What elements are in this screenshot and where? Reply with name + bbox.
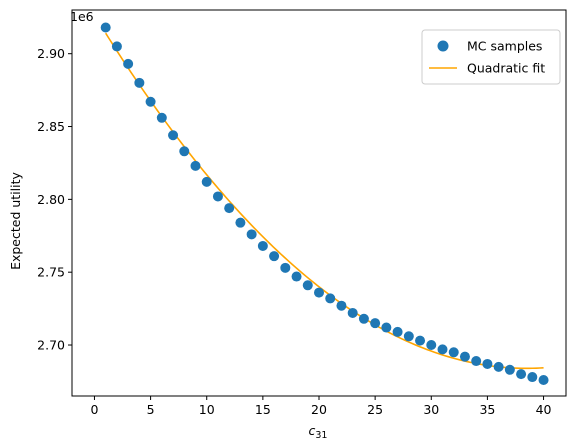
legend-label-mc-samples: MC samples	[467, 39, 542, 54]
mc-sample-point	[246, 229, 257, 240]
mc-sample-point	[538, 374, 549, 385]
mc-sample-point	[493, 361, 504, 372]
mc-sample-point	[291, 271, 302, 282]
mc-sample-point	[381, 322, 392, 333]
mc-sample-point	[504, 364, 515, 375]
mc-sample-point	[325, 293, 336, 304]
mc-sample-point	[415, 335, 426, 346]
mc-sample-point	[212, 191, 223, 202]
mc-sample-point	[403, 331, 414, 342]
mc-sample-point	[527, 372, 538, 383]
x-tick-label: 15	[255, 402, 271, 417]
x-tick-label: 0	[90, 402, 98, 417]
y-offset-label: 1e6	[70, 9, 94, 24]
mc-sample-point	[482, 358, 493, 369]
mc-sample-point	[168, 130, 179, 141]
mc-sample-point	[314, 287, 324, 298]
mc-sample-point	[358, 313, 369, 324]
axes: 0 5 10 15 20 25 30 35 40 2.70 2.75 2.80 2.85 2.90	[37, 9, 567, 417]
x-tick-label: 25	[367, 402, 383, 417]
mc-sample-point	[392, 326, 403, 337]
x-tick-label: 5	[147, 402, 155, 417]
x-tick-label: 10	[199, 402, 215, 417]
x-axis-label: c31	[309, 423, 328, 441]
mc-sample-point	[179, 146, 190, 157]
mc-sample-point	[257, 240, 268, 251]
x-tick-label: 30	[423, 402, 439, 417]
mc-sample-point	[426, 340, 437, 351]
mc-sample-point	[471, 356, 482, 367]
mc-sample-point	[347, 307, 358, 318]
mc-sample-point	[302, 280, 313, 291]
mc-sample-point	[437, 344, 448, 355]
quadratic-fit-line	[105, 32, 544, 370]
mc-sample-point	[201, 176, 212, 187]
legend-frame	[421, 29, 561, 85]
mc-sample-point	[111, 41, 122, 52]
mc-sample-point	[190, 160, 201, 171]
y-tick-label: 2.75	[37, 265, 65, 280]
x-tick-label: 40	[536, 402, 552, 417]
x-tick-label: 35	[479, 402, 495, 417]
x-axis-label-subscript: 31	[315, 430, 327, 441]
mc-sample-point	[336, 300, 347, 311]
y-tick-label: 2.70	[37, 338, 65, 353]
x-tick-label: 20	[311, 402, 327, 417]
mc-sample-point	[134, 77, 145, 88]
y-axis-label: Expected utility	[8, 171, 23, 269]
x-axis-label-base: c	[309, 423, 316, 438]
mc-sample-point	[370, 318, 381, 329]
mc-sample-point	[516, 369, 527, 380]
mc-sample-point	[123, 58, 134, 69]
legend-label-quadratic-fit: Quadratic fit	[467, 61, 545, 76]
y-tick-label: 2.80	[37, 192, 65, 207]
mc-sample-point	[459, 351, 470, 362]
plot-area	[100, 22, 549, 385]
mc-sample-point	[269, 251, 280, 262]
mc-sample-point	[224, 203, 235, 214]
mc-sample-point	[100, 22, 111, 33]
mc-sample-point	[280, 262, 291, 273]
legend: MC samples Quadratic fit	[421, 29, 561, 85]
mc-sample-point	[156, 112, 167, 123]
mc-sample-point	[235, 217, 246, 228]
y-tick-label: 2.85	[37, 119, 65, 134]
mc-sample-point	[145, 96, 156, 107]
y-tick-label: 2.90	[37, 46, 65, 61]
mc-sample-point	[448, 347, 459, 358]
legend-marker-mc-samples	[437, 40, 449, 52]
